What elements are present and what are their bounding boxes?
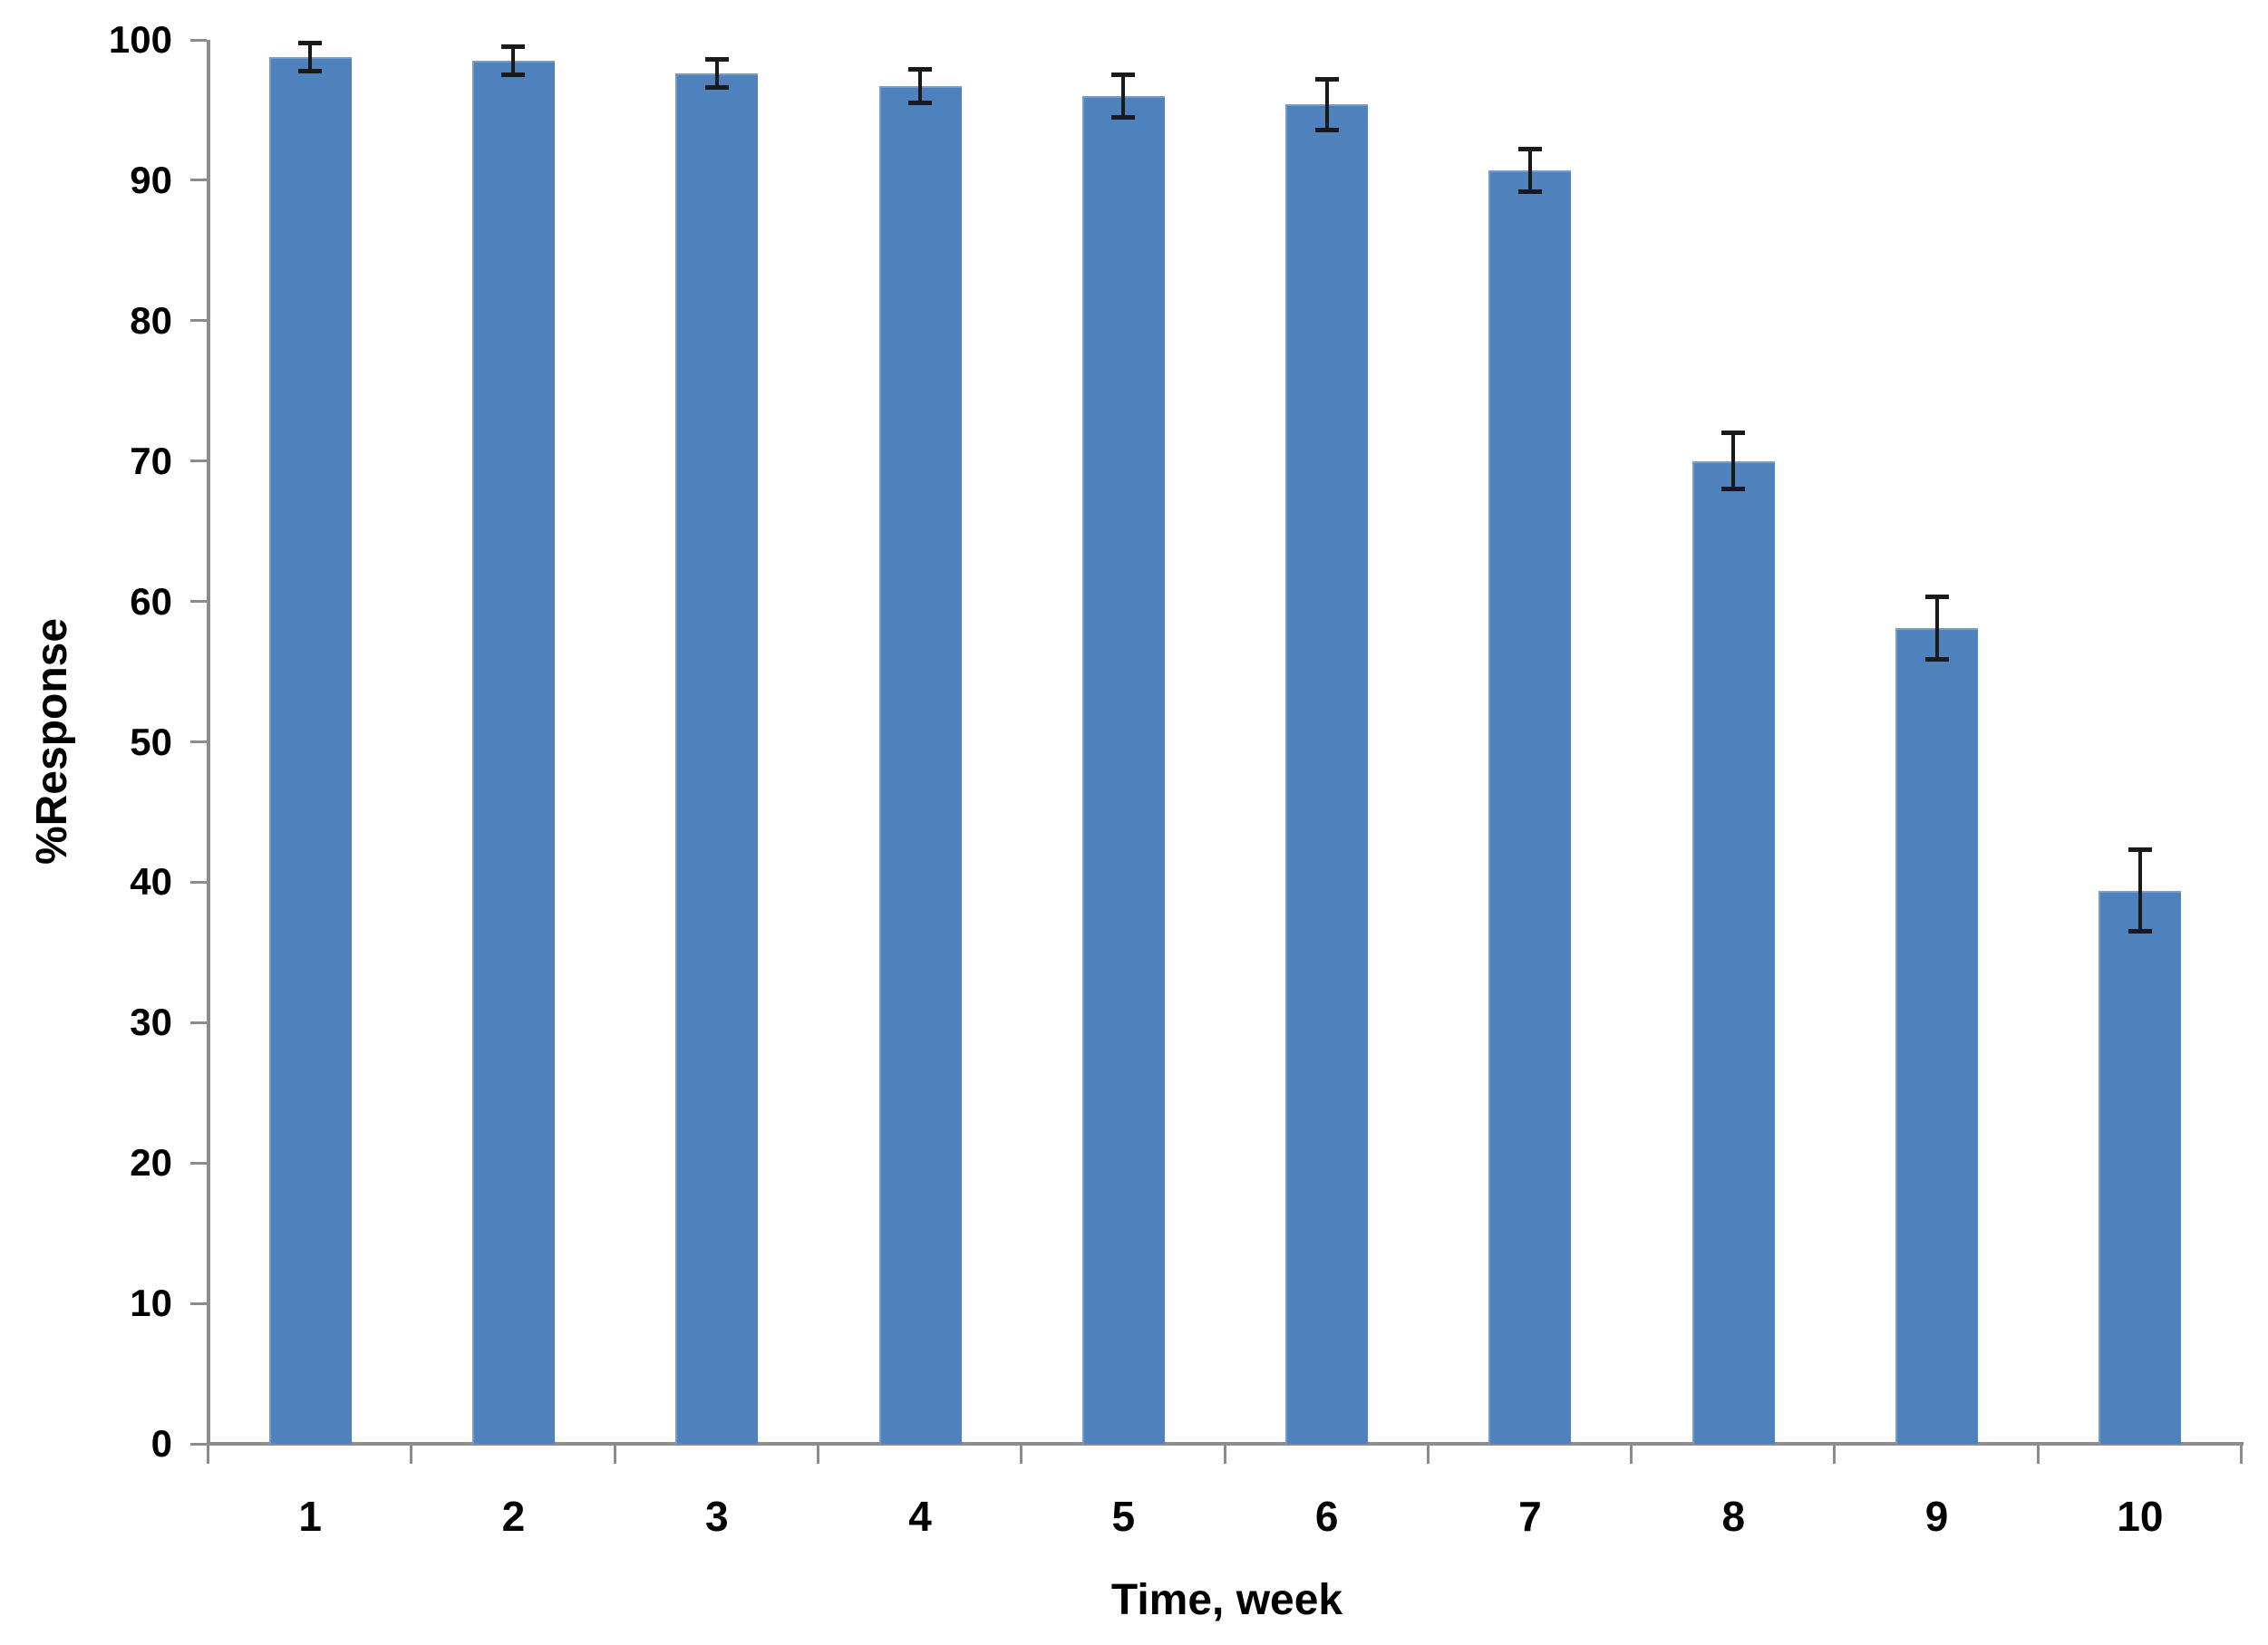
bar [1488, 170, 1572, 1444]
y-tick-label: 60 [130, 579, 172, 623]
error-bar-stem [511, 46, 516, 75]
error-bar-cap-top [2127, 847, 2152, 853]
error-bar-cap-bottom [1924, 656, 1949, 662]
error-bar-cap-bottom [1314, 127, 1339, 132]
y-tick [190, 460, 207, 463]
error-bar-stem [1121, 74, 1126, 118]
error-bar-cap-top [1517, 147, 1542, 152]
y-tick [190, 1161, 207, 1165]
x-tick-label: 4 [908, 1493, 932, 1540]
y-tick [190, 1021, 207, 1024]
y-tick-label: 100 [108, 18, 172, 61]
x-tick-label: 1 [298, 1493, 322, 1540]
x-tick-label: 5 [1111, 1493, 1136, 1540]
y-tick-label: 40 [130, 860, 172, 904]
y-tick [190, 1301, 207, 1305]
bar [878, 86, 962, 1444]
x-tick [2036, 1446, 2040, 1464]
bar [1895, 628, 1979, 1444]
error-bar-cap-top [1924, 595, 1949, 600]
y-tick [190, 319, 207, 323]
x-tick-label: 2 [501, 1493, 526, 1540]
error-bar-stem [1527, 149, 1532, 192]
x-axis-title: Time, week [1110, 1576, 1343, 1624]
error-bar-cap-bottom [2127, 929, 2152, 934]
y-tick [190, 1442, 207, 1446]
y-tick-label: 90 [130, 158, 172, 201]
y-tick-label: 70 [130, 439, 172, 482]
x-tick [410, 1446, 413, 1464]
error-bar-stem [308, 43, 313, 72]
y-tick [190, 600, 207, 604]
bar [268, 56, 352, 1444]
error-bar-cap-bottom [1721, 487, 1746, 492]
x-tick [207, 1446, 209, 1464]
x-tick [613, 1446, 616, 1464]
error-bar-cap-top [908, 67, 933, 73]
error-bar-stem [714, 59, 719, 88]
error-bar-cap-bottom [704, 85, 729, 91]
x-tick-label: 10 [2117, 1493, 2164, 1540]
y-tick-label: 50 [130, 720, 172, 763]
error-bar-cap-bottom [1111, 114, 1136, 120]
x-tick-label: 7 [1518, 1493, 1542, 1540]
error-bar-cap-top [1111, 73, 1136, 78]
bar [1285, 104, 1369, 1444]
y-tick-label: 30 [130, 1001, 172, 1044]
x-tick-label: 3 [704, 1493, 729, 1540]
error-bar-cap-bottom [1517, 189, 1542, 194]
error-bar-cap-top [501, 44, 526, 50]
bar [1691, 460, 1775, 1444]
error-bar-cap-bottom [908, 101, 933, 106]
error-bar-stem [1324, 79, 1329, 131]
x-tick [1426, 1446, 1430, 1464]
y-tick-label: 20 [130, 1141, 172, 1185]
y-tick [190, 740, 207, 743]
x-tick [1020, 1446, 1023, 1464]
x-axis-line [207, 1442, 2244, 1446]
y-tick-label: 10 [130, 1282, 172, 1325]
y-tick-label: 80 [130, 298, 172, 342]
bar [2098, 890, 2182, 1444]
y-tick [190, 880, 207, 884]
error-bar-cap-top [704, 57, 729, 63]
error-bar-cap-bottom [501, 73, 526, 78]
error-bar-cap-top [1314, 76, 1339, 82]
x-tick [816, 1446, 819, 1464]
y-axis-line [207, 40, 210, 1444]
error-bar-cap-top [1721, 431, 1746, 436]
error-bar-stem [918, 69, 923, 103]
y-tick [190, 179, 207, 182]
x-tick [1223, 1446, 1226, 1464]
y-tick [190, 38, 207, 42]
x-tick-label: 8 [1721, 1493, 1746, 1540]
x-tick [2240, 1446, 2243, 1464]
error-bar-cap-bottom [298, 68, 323, 73]
bar [471, 61, 555, 1444]
x-tick-label: 6 [1314, 1493, 1339, 1540]
y-tick-label: 0 [150, 1422, 172, 1465]
error-bar-stem [1731, 432, 1736, 489]
error-bar-cap-top [298, 40, 323, 45]
bar [675, 73, 759, 1444]
x-tick-label: 9 [1924, 1493, 1949, 1540]
error-bar-stem [1934, 596, 1939, 660]
bar [1081, 95, 1165, 1444]
x-tick [1630, 1446, 1633, 1464]
error-bar-stem [2137, 849, 2142, 932]
x-tick [1833, 1446, 1837, 1464]
